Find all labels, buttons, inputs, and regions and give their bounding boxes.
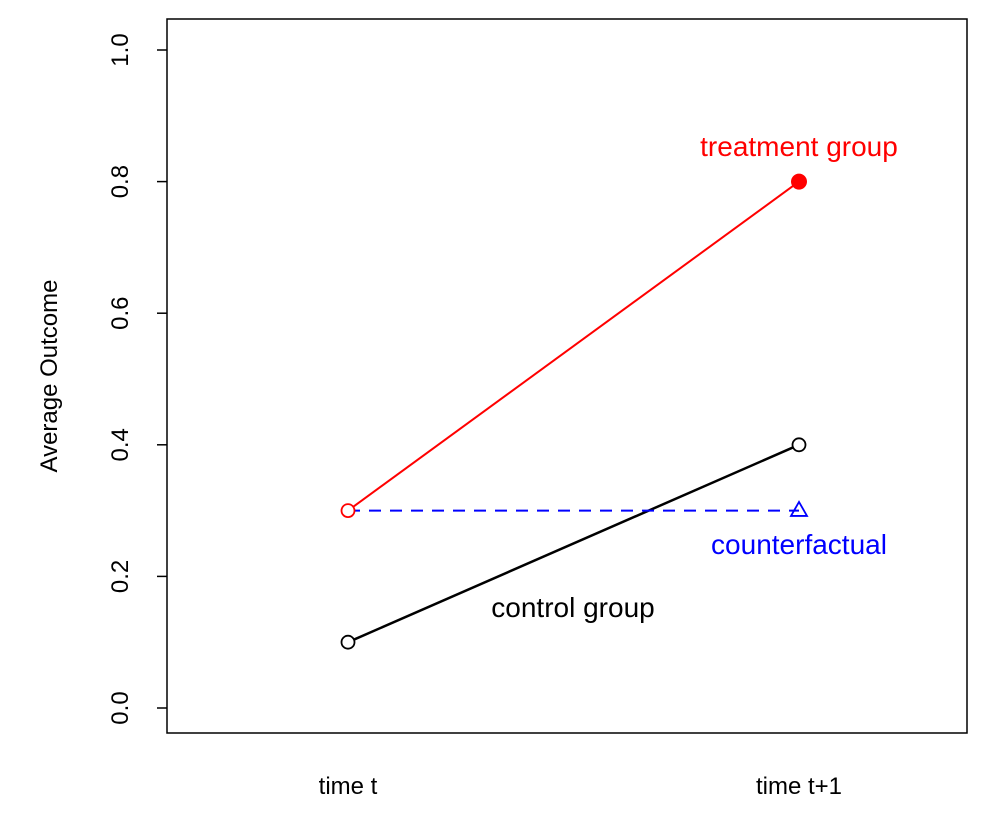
y-tick-label: 0.6: [107, 297, 134, 330]
plot-frame: [166, 18, 968, 734]
treatment-point: [340, 503, 356, 519]
series-lines: [347, 180, 800, 644]
y-axis: 0.0 0.2 0.4 0.6 0.8 1.0 Average Outcome: [36, 33, 167, 725]
y-tick-label: 0.0: [107, 691, 134, 724]
control-group-label: control group: [491, 592, 654, 623]
treatment-point: [791, 173, 807, 190]
counterfactual-label: counterfactual: [711, 529, 887, 560]
y-tick-label: 1.0: [107, 33, 134, 66]
x-category-label: time t+1: [756, 773, 842, 800]
treatment-group-label: treatment group: [700, 131, 898, 162]
x-category-label: time t: [319, 773, 378, 800]
series-points: [340, 173, 809, 650]
y-ticks: 0.0 0.2 0.4 0.6 0.8 1.0: [107, 33, 167, 725]
x-axis-labels: time t time t+1: [319, 773, 842, 800]
y-tick-label: 0.8: [107, 165, 134, 198]
y-axis-title: Average Outcome: [36, 280, 63, 473]
y-tick-label: 0.2: [107, 560, 134, 593]
control-point: [791, 437, 807, 453]
counterfactual-point: [789, 500, 809, 517]
control-line: [347, 443, 800, 644]
y-tick-label: 0.4: [107, 428, 134, 461]
control-point: [340, 634, 356, 650]
treatment-line: [347, 180, 800, 512]
